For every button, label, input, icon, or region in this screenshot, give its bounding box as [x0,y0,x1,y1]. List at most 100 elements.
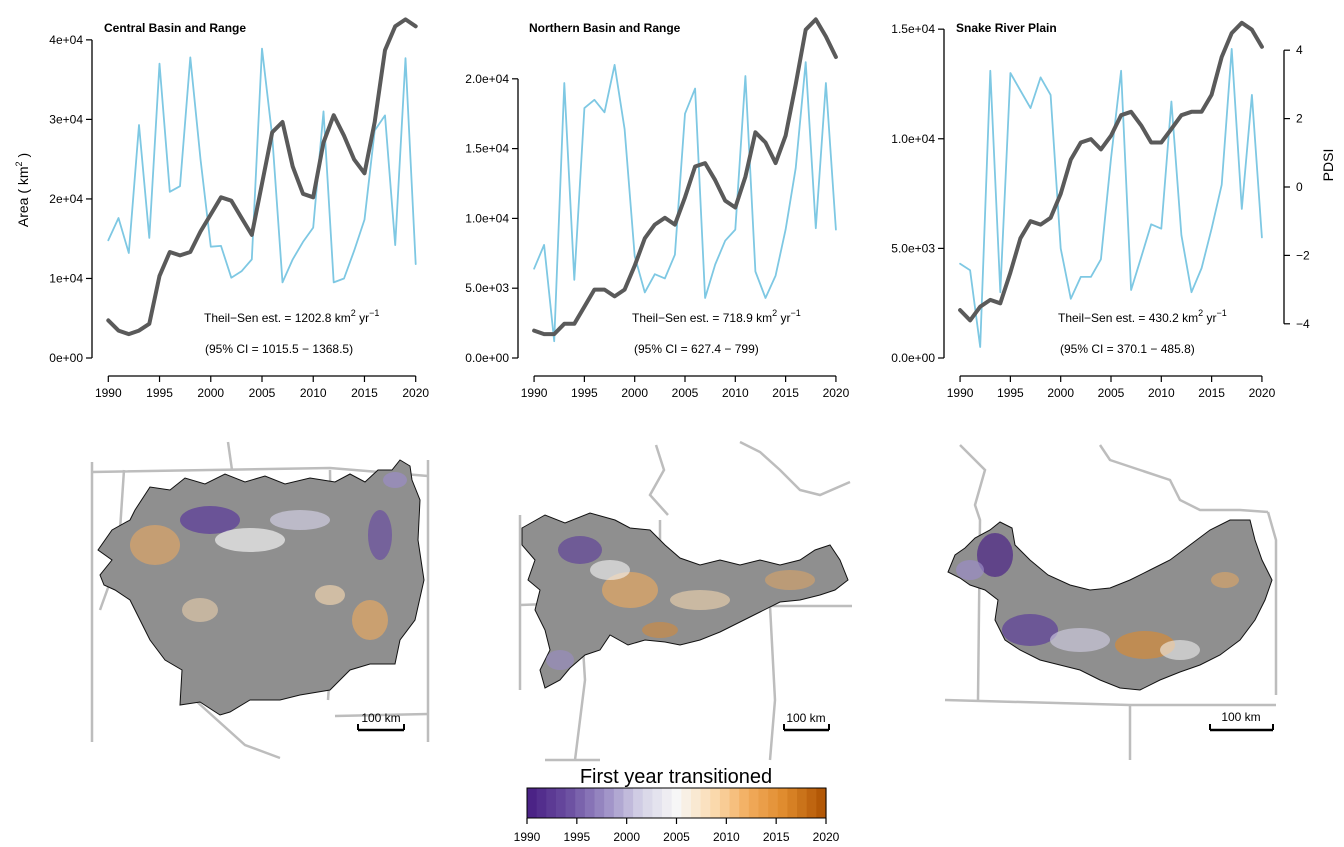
x-tick-label: 1990 [95,386,122,400]
left-y-tick-label: 5.0e+03 [465,281,509,295]
x-tick-label: 2005 [672,386,699,400]
x-tick-label: 1990 [947,386,974,400]
x-tick-label: 2000 [1047,386,1074,400]
scale-label: 100 km [1221,710,1260,724]
legend-color-swatch [719,788,731,818]
legend-color-swatch [710,788,721,818]
legend-color-swatch [623,788,634,818]
x-tick-label: 2020 [1249,386,1276,400]
panel-title: Northern Basin and Range [529,21,681,35]
x-tick-label: 1995 [146,386,173,400]
left-y-tick-label: 1.0e+04 [465,211,509,225]
left-y-tick-label: 0.0e+00 [465,351,509,365]
transition-patches [130,472,407,640]
legend-color-swatch [536,788,547,818]
legend-color-swatch [797,788,808,818]
x-tick-label: 1990 [521,386,548,400]
x-tick-label: 2005 [1098,386,1125,400]
chart-panel-2: 0.0e+00 5.0e+03 1.0e+04 1.5e+04 2.0e+04 1990 1… [465,17,850,400]
chart-panel-1: 0e+00 1e+04 2e+04 3e+04 4e+04 1990 1995 2000 200… [49,17,429,400]
legend-tick-label: 1995 [563,830,590,844]
left-axis-label: Area ( km2 ) [14,153,31,227]
legend-color-swatch [729,788,740,818]
left-y-tick-label: 3e+04 [49,112,83,126]
legend-color-swatch [681,788,692,818]
legend-color-swatch [555,788,567,818]
x-tick-label: 2020 [823,386,850,400]
x-tick-label: 2010 [1148,386,1175,400]
chart-panel-3: 0.0e+00 5.0e+03 1.0e+04 1.5e+04 1990 1995 2000… [891,20,1310,400]
pdsi-series-line [106,17,418,337]
legend-tick-label: 2000 [613,830,640,844]
left-y-tick-label: 0e+00 [49,351,83,365]
legend-tick-label: 2020 [813,830,840,844]
pdsi-series-line [958,20,1264,323]
x-tick-label: 2010 [300,386,327,400]
legend-color-swatch [777,788,789,818]
x-tick-label: 2000 [197,386,224,400]
right-y-tick-label: 0 [1296,180,1303,194]
right-y-tick-label: −2 [1296,248,1310,262]
scale-label: 100 km [361,711,400,725]
confidence-interval: (95% CI = 627.4 − 799) [634,342,759,356]
area-series-line [107,47,417,284]
northern-basin-map: 100 km [518,440,852,762]
legend-title: First year transitioned [580,766,772,788]
confidence-interval: (95% CI = 370.1 − 485.8) [1060,342,1195,356]
x-tick-label: 2015 [772,386,799,400]
right-axis-label: PDSI [1320,149,1336,182]
left-y-tick-label: 2.0e+04 [465,72,509,86]
legend-color-swatch [633,788,644,818]
theil-sen-estimate: Theil−Sen est. = 430.2 km2 yr−1 [1058,308,1227,325]
legend-color-swatch [527,788,538,818]
theil-sen-estimate: Theil−Sen est. = 718.9 km2 yr−1 [632,308,801,325]
x-tick-label: 2000 [621,386,648,400]
legend-color-swatch [787,788,798,818]
left-y-tick-label: 0.0e+00 [891,351,935,365]
legend-color-swatch [748,788,760,818]
panel-title: Snake River Plain [956,21,1057,35]
left-y-tick-label: 1e+04 [49,271,83,285]
color-legend: First year transitioned 1990 1995 2000 2005… [514,766,840,844]
legend-color-swatch [700,788,711,818]
right-y-tick-label: 4 [1296,43,1303,57]
x-tick-label: 1995 [997,386,1024,400]
left-y-tick-label: 1.5e+04 [891,22,935,36]
right-y-tick-label: −4 [1296,317,1310,331]
legend-color-swatch [546,788,557,818]
area-series-line [959,48,1263,348]
legend-color-swatch [671,788,682,818]
transition-patches [546,536,815,670]
legend-color-swatch [816,788,827,818]
left-y-tick-label: 2e+04 [49,192,83,206]
snake-river-map: 100 km [944,444,1278,760]
x-tick-label: 2015 [351,386,378,400]
scale-label: 100 km [786,711,825,725]
scale-bar: 100 km [783,711,830,732]
legend-color-swatch [642,788,653,818]
legend-tick-label: 2015 [763,830,790,844]
confidence-interval: (95% CI = 1015.5 − 1368.5) [205,342,353,356]
legend-tick-label: 2010 [713,830,740,844]
legend-tick-label: 1990 [514,830,541,844]
left-y-tick-label: 1.0e+04 [891,132,935,146]
legend-color-swatch [584,788,596,818]
area-series-line [533,61,837,343]
x-tick-label: 2005 [249,386,276,400]
central-basin-map: 100 km [90,441,430,760]
legend-color-swatch [739,788,750,818]
left-y-tick-label: 5.0e+03 [891,241,935,255]
legend-color-swatch [690,788,702,818]
legend-color-swatch [613,788,625,818]
legend-color-swatch [604,788,615,818]
legend-color-swatch [565,788,576,818]
transition-patches [956,533,1239,660]
legend-color-swatch [575,788,586,818]
scale-bar: 100 km [357,711,405,732]
left-y-tick-label: 1.5e+04 [465,142,509,156]
x-tick-label: 2020 [402,386,429,400]
legend-color-swatch [662,788,673,818]
legend-color-swatch [594,788,605,818]
left-y-tick-label: 4e+04 [49,33,83,47]
